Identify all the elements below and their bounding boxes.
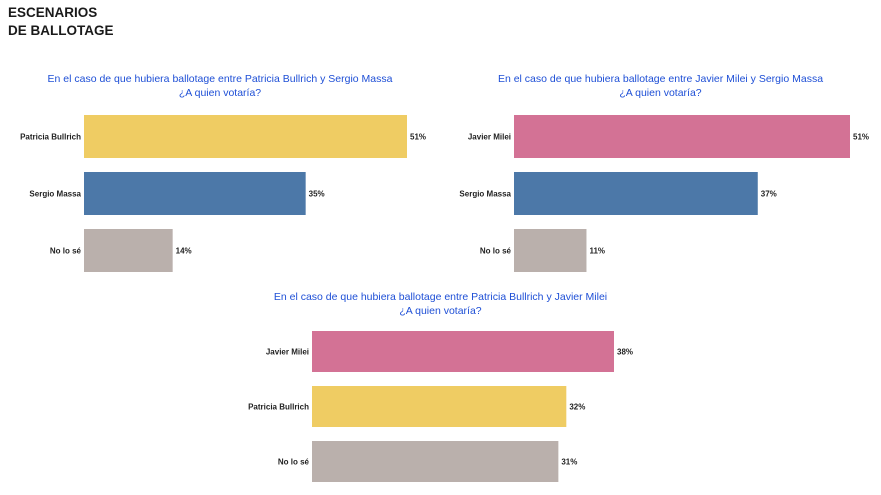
bar-chart-svg: Javier Milei 38% Patricia Bullrich 32% No lo… (248, 331, 633, 482)
value-label-sergio-massa: 37% (761, 190, 777, 199)
chart-bullrich-vs-milei: En el caso de que hubiera ballotage entr… (0, 290, 881, 495)
bar-no-lo-s (84, 229, 173, 272)
value-label-no-lo-s: 11% (589, 247, 605, 256)
chart-title-line-2: ¿A quien votaría? (619, 87, 702, 99)
chart-title-line-1: En el caso de que hubiera ballotage entr… (273, 291, 608, 303)
category-label-no-lo-s: No lo sé (278, 458, 310, 467)
chart-title: En el caso de que hubiera ballotage entr… (0, 72, 440, 100)
value-label-javier-milei: 51% (853, 133, 869, 142)
chart-title-line-2: ¿A quien votaría? (399, 305, 482, 317)
bar-javier-milei (514, 115, 850, 158)
chart-bullrich-vs-massa: En el caso de que hubiera ballotage entr… (0, 72, 440, 282)
bar-chart-svg: Patricia Bullrich 51% Sergio Massa 35% No lo… (20, 115, 426, 272)
category-label-sergio-massa: Sergio Massa (29, 190, 81, 199)
value-label-no-lo-s: 31% (561, 458, 577, 467)
category-label-patricia-bullrich: Patricia Bullrich (20, 133, 81, 142)
page-title-line-1: ESCENARIOS (8, 5, 98, 20)
category-label-sergio-massa: Sergio Massa (459, 190, 511, 199)
bar-patricia-bullrich (84, 115, 407, 158)
value-label-javier-milei: 38% (617, 348, 633, 357)
value-label-sergio-massa: 35% (309, 190, 325, 199)
chart-title: En el caso de que hubiera ballotage entr… (0, 290, 881, 318)
category-label-patricia-bullrich: Patricia Bullrich (248, 403, 309, 412)
bar-no-lo-s (312, 441, 559, 482)
bar-chart-svg: Javier Milei 51% Sergio Massa 37% No lo sé 11… (459, 115, 869, 272)
category-label-javier-milei: Javier Milei (266, 348, 309, 357)
value-label-no-lo-s: 14% (176, 247, 192, 256)
page-title: ESCENARIOS DE BALLOTAGE (8, 4, 114, 40)
bar-no-lo-s (514, 229, 587, 272)
chart-milei-vs-massa: En el caso de que hubiera ballotage entr… (440, 72, 881, 282)
bar-sergio-massa (514, 172, 758, 215)
chart-title: En el caso de que hubiera ballotage entr… (440, 72, 881, 100)
value-label-patricia-bullrich: 32% (569, 403, 585, 412)
page-title-line-2: DE BALLOTAGE (8, 23, 114, 38)
bar-patricia-bullrich (312, 386, 567, 427)
bar-javier-milei (312, 331, 614, 372)
category-label-javier-milei: Javier Milei (468, 133, 511, 142)
category-label-no-lo-s: No lo sé (50, 247, 82, 256)
chart-title-line-1: En el caso de que hubiera ballotage entr… (497, 73, 824, 85)
chart-title-line-1: En el caso de que hubiera ballotage entr… (47, 73, 393, 85)
value-label-patricia-bullrich: 51% (410, 133, 426, 142)
category-label-no-lo-s: No lo sé (480, 247, 512, 256)
chart-title-line-2: ¿A quien votaría? (178, 87, 262, 99)
bar-sergio-massa (84, 172, 306, 215)
